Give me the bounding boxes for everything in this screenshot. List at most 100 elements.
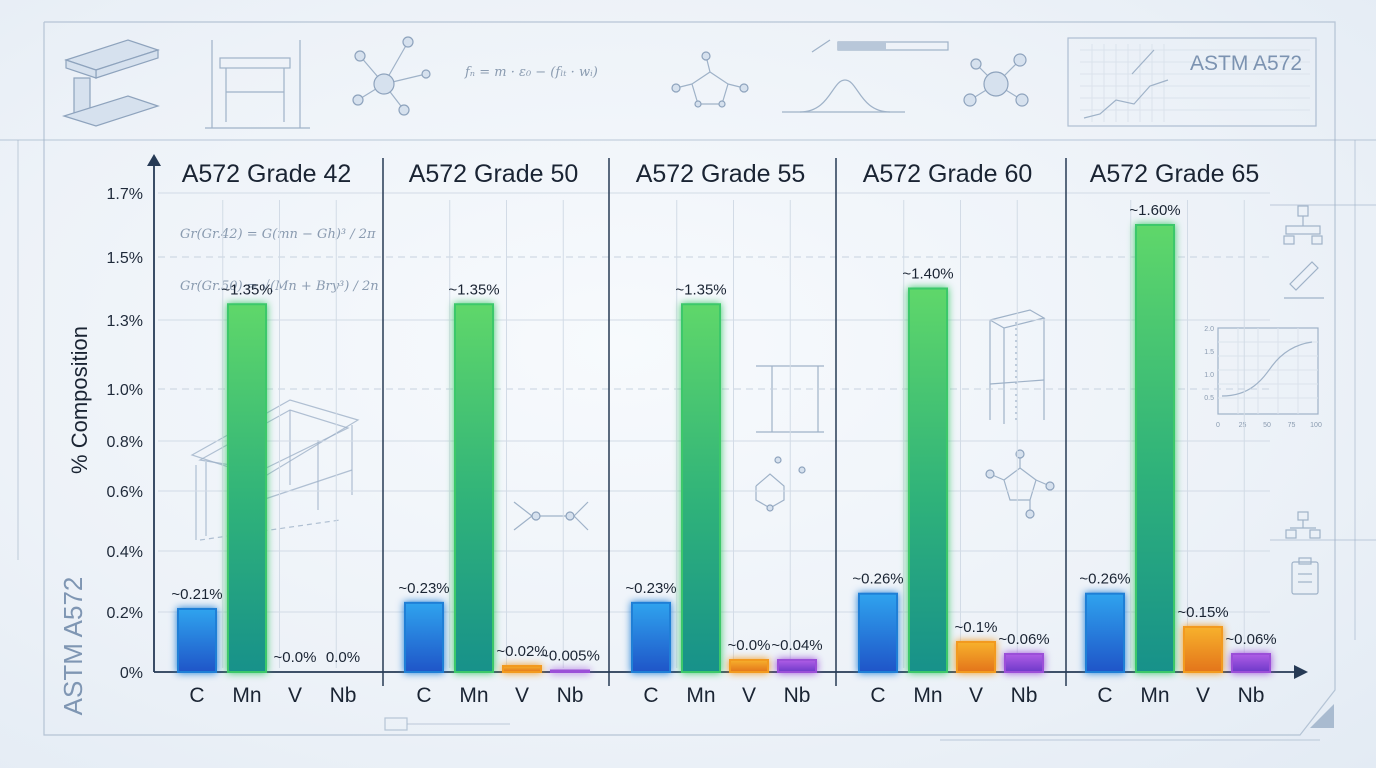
y-tick-label: 1.5%	[107, 250, 143, 267]
category-label: V	[1196, 684, 1210, 707]
mini-chart-y-ticks: 2.0 1.5 1.0 0.5	[1204, 326, 1214, 402]
molecule-icon	[352, 36, 431, 116]
bar-value-label: ~1.35%	[221, 281, 272, 298]
bar-value-label: ~0.005%	[540, 648, 600, 665]
grade-panel: A572 Grade 60 ~0.26% C ~1.40% Mn ~0.1% V ~0.06%…	[852, 160, 1049, 707]
grade-panel: A572 Grade 55 ~0.23% C ~1.35% Mn ~0.0% V ~0.04%…	[625, 160, 822, 707]
category-label: Mn	[459, 684, 488, 707]
bar-c	[858, 592, 898, 674]
mini-chart-y-tick: 0.5	[1204, 395, 1214, 402]
category-label: Nb	[1238, 684, 1265, 707]
y-axis-label: % Composition	[67, 326, 92, 474]
category-label: Nb	[330, 684, 357, 707]
bar-value-label: ~0.26%	[852, 571, 903, 588]
bar-value-label: ~0.23%	[625, 580, 676, 597]
bar-value-label: ~1.35%	[675, 281, 726, 298]
y-tick-labels: 0% 0.2% 0.4% 0.6% 0.8% 1.0% 1.3% 1.5% 1.7%	[107, 186, 143, 682]
chain-molecule-icon	[755, 456, 806, 512]
mini-chart-y-tick: 1.0	[1204, 372, 1214, 379]
category-label: Mn	[913, 684, 942, 707]
bell-curve-icon	[782, 39, 949, 113]
bar-value-label: ~0.0%	[728, 637, 771, 654]
mini-chart-x-tick: 75	[1288, 422, 1296, 429]
y-tick-label: 1.7%	[107, 186, 143, 203]
formula-top: fₙ = m · ε₀ − (fₗₜ · wᵢ)	[464, 65, 598, 80]
category-label: Nb	[1011, 684, 1038, 707]
category-label: V	[288, 684, 302, 707]
grade-panel: A572 Grade 42 ~0.21% C ~1.35% Mn ~0.0% V 0.0% Nb	[171, 160, 360, 707]
ruler-pencil-icon	[1284, 261, 1324, 299]
bar-value-label: ~0.06%	[998, 631, 1049, 648]
bar-value-label: ~1.35%	[448, 281, 499, 298]
bar-value-label: ~0.0%	[274, 649, 317, 666]
mini-chart-x-tick: 50	[1263, 422, 1271, 429]
trend-graph-icon	[1067, 37, 1317, 127]
bar-mn	[1135, 224, 1175, 673]
y-tick-label: 0.2%	[107, 605, 143, 622]
category-label: C	[870, 684, 885, 707]
bar-value-label: 0.0%	[326, 649, 360, 666]
mini-chart-x-tick: 0	[1216, 422, 1220, 429]
y-tick-label: 0.6%	[107, 484, 143, 501]
bar-value-label: ~0.23%	[398, 580, 449, 597]
column-wireframe-icon	[988, 309, 1046, 424]
bar-mn	[454, 303, 494, 673]
grade-panel: A572 Grade 50 ~0.23% C ~1.35% Mn ~0.02% V ~0.00…	[398, 160, 599, 707]
bar-c	[177, 607, 217, 674]
mini-chart-y-tick: 1.5	[1204, 349, 1214, 356]
frame-structure-icon	[205, 40, 310, 129]
bar-c	[631, 601, 671, 673]
bar-v	[1183, 626, 1223, 673]
mini-chart-x-tick: 25	[1239, 422, 1247, 429]
bar-nb	[1231, 653, 1271, 673]
molecule-right-icon	[963, 53, 1029, 107]
bar-c	[404, 601, 444, 673]
bar-value-label: ~0.21%	[171, 586, 222, 603]
y-axis-arrow	[147, 154, 161, 166]
y-tick-label: 1.3%	[107, 313, 143, 330]
panel-title: A572 Grade 55	[636, 160, 806, 188]
category-label: Mn	[686, 684, 715, 707]
category-label: V	[515, 684, 529, 707]
y-tick-label: 0.8%	[107, 434, 143, 451]
category-label: Mn	[1140, 684, 1169, 707]
y-tick-label: 0%	[120, 665, 143, 682]
bar-nb	[777, 659, 817, 673]
bar-mn	[227, 303, 267, 673]
curve-chart-icon	[1217, 327, 1319, 415]
bar-nb	[550, 669, 590, 673]
mini-chart-x-ticks: 0 25 50 75 100	[1216, 422, 1322, 429]
category-label: Nb	[557, 684, 584, 707]
y-tick-label: 0.4%	[107, 544, 143, 561]
x-axis-arrow	[1294, 665, 1308, 679]
category-label: V	[742, 684, 756, 707]
ring-molecule-icon	[671, 51, 749, 108]
brand-label: ASTM A572	[1190, 52, 1302, 75]
bar-value-label: ~0.15%	[1177, 604, 1228, 621]
ring-molecule-lower-icon	[985, 449, 1055, 519]
clipboard-icon	[1291, 557, 1319, 595]
y-tick-label: 1.0%	[107, 382, 143, 399]
bar-v	[956, 641, 996, 673]
bar-mn	[908, 287, 948, 673]
background-decorations: fₙ = m · ε₀ − (fₗₜ · wᵢ)	[0, 21, 1376, 741]
bar-mn	[681, 303, 721, 673]
category-label: C	[1097, 684, 1112, 707]
category-label: V	[969, 684, 983, 707]
grade-panel: A572 Grade 65 ~0.26% C ~1.60% Mn ~0.15% V ~0.06…	[1079, 160, 1276, 707]
bar-c	[1085, 592, 1125, 674]
bar-v	[729, 659, 769, 673]
corner-accent	[1310, 704, 1334, 728]
mini-chart-y-tick: 2.0	[1204, 326, 1214, 333]
grade-panels: A572 Grade 42 ~0.21% C ~1.35% Mn ~0.0% V 0.0% Nb…	[171, 160, 1276, 707]
category-label: C	[189, 684, 204, 707]
formula-left-1: Gr(Gr.42) = G(mn − Gh)³ / 2π	[180, 227, 376, 242]
bar-value-label: ~0.04%	[771, 637, 822, 654]
category-label: Nb	[784, 684, 811, 707]
panel-title: A572 Grade 42	[182, 160, 352, 188]
panel-title: A572 Grade 65	[1090, 160, 1260, 188]
category-label: C	[643, 684, 658, 707]
bar-v	[502, 665, 542, 673]
